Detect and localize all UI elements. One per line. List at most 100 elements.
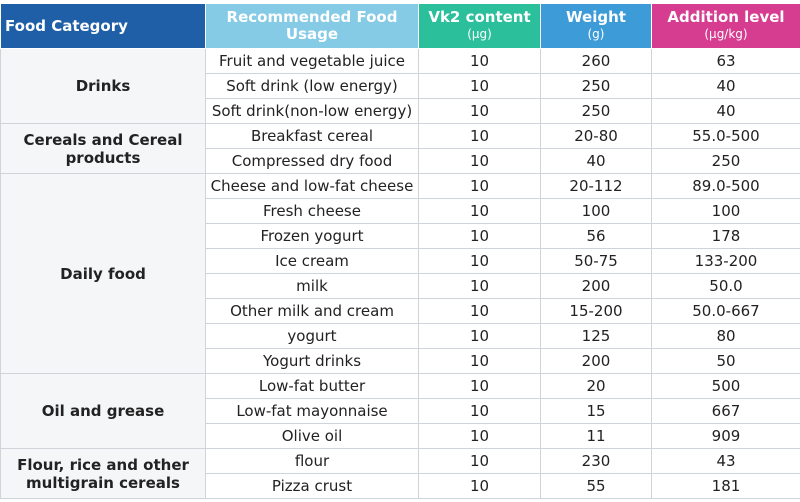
value-cell: 181 (651, 473, 800, 499)
header-row: Food Category Recommended Food Usage Vk2 c… (0, 3, 800, 49)
usage-cell: Yogurt drinks (205, 348, 419, 374)
value-cell: 10 (418, 348, 541, 374)
value-cell: 260 (540, 48, 652, 74)
table-row: Compressed dry food 10 40 250 (1, 148, 800, 174)
table-row: Olive oil 10 11 909 (1, 423, 800, 449)
value-cell: 10 (418, 373, 541, 399)
usage-cell: Other milk and cream (205, 298, 419, 324)
value-cell: 250 (540, 73, 652, 99)
value-cell: 55 (540, 473, 652, 499)
value-cell: 56 (540, 223, 652, 249)
value-cell: 100 (540, 198, 652, 224)
value-cell: 55.0-500 (651, 123, 800, 149)
table-row: Cereals and Cereal products Breakfast cer… (0, 123, 800, 174)
value-cell: 15-200 (540, 298, 652, 324)
usage-cell: Pizza crust (205, 473, 419, 499)
table-row: Fresh cheese 10 100 100 (1, 198, 800, 224)
value-cell: 10 (418, 323, 541, 349)
value-cell: 500 (651, 373, 800, 399)
value-cell: 200 (540, 348, 652, 374)
usage-cell: Soft drink(non-low energy) (205, 98, 419, 124)
value-cell: 40 (651, 98, 800, 124)
page: Food Category Recommended Food Usage Vk2 c… (0, 3, 800, 502)
value-cell: 10 (418, 173, 541, 199)
usage-cell: Compressed dry food (205, 148, 419, 174)
value-cell: 40 (651, 73, 800, 99)
value-cell: 909 (651, 423, 800, 449)
value-cell: 40 (540, 148, 652, 174)
value-cell: 10 (418, 398, 541, 424)
value-cell: 200 (540, 273, 652, 299)
category-cell: Drinks (0, 48, 206, 124)
category-cell: Oil and grease (0, 373, 206, 449)
usage-cell: Soft drink (low energy) (205, 73, 419, 99)
value-cell: 89.0-500 (651, 173, 800, 199)
value-cell: 80 (651, 323, 800, 349)
value-cell: 50.0-667 (651, 298, 800, 324)
table-row: Flour, rice and other multigrain cereals… (0, 448, 800, 499)
header-title: Recommended Food Usage (226, 8, 398, 43)
table-header: Food Category Recommended Food Usage Vk2 c… (0, 3, 800, 49)
value-cell: 50-75 (540, 248, 652, 274)
table-body: Drinks Fruit and vegetable juice 10 260 63 So… (0, 48, 800, 499)
value-cell: 11 (540, 423, 652, 449)
usage-cell: Fruit and vegetable juice (205, 48, 419, 74)
value-cell: 250 (540, 98, 652, 124)
usage-cell: flour (205, 448, 419, 474)
table-row: Low-fat mayonnaise 10 15 667 (1, 398, 800, 424)
category-cell: Daily food (0, 173, 206, 374)
category-cell: Flour, rice and other multigrain cereals (0, 448, 206, 499)
value-cell: 50.0 (651, 273, 800, 299)
value-cell: 10 (418, 223, 541, 249)
category-cell: Cereals and Cereal products (0, 123, 206, 174)
value-cell: 63 (651, 48, 800, 74)
value-cell: 10 (418, 298, 541, 324)
value-cell: 10 (418, 123, 541, 149)
value-cell: 10 (418, 198, 541, 224)
value-cell: 10 (418, 448, 541, 474)
usage-cell: Olive oil (205, 423, 419, 449)
value-cell: 20-80 (540, 123, 652, 149)
value-cell: 125 (540, 323, 652, 349)
table-row: Soft drink (low energy) 10 250 40 (1, 73, 800, 99)
value-cell: 15 (540, 398, 652, 424)
value-cell: 230 (540, 448, 652, 474)
value-cell: 133-200 (651, 248, 800, 274)
table-row: Other milk and cream 10 15-200 50.0-667 (1, 298, 800, 324)
value-cell: 10 (418, 48, 541, 74)
usage-cell: Ice cream (205, 248, 419, 274)
value-cell: 10 (418, 148, 541, 174)
table-row: Drinks Fruit and vegetable juice 10 260 63 (0, 48, 800, 124)
table-row: Soft drink(non-low energy) 10 250 40 (1, 98, 800, 124)
value-cell: 43 (651, 448, 800, 474)
header-unit: (g) (587, 27, 605, 41)
header-cell: Addition level (μg/kg) (651, 3, 800, 49)
usage-cell: milk (205, 273, 419, 299)
usage-cell: yogurt (205, 323, 419, 349)
header-unit: (μg) (467, 27, 492, 41)
value-cell: 667 (651, 398, 800, 424)
value-cell: 10 (418, 423, 541, 449)
header-cell: Vk2 content (μg) (418, 3, 541, 49)
header-cell: Weight (g) (540, 3, 652, 49)
value-cell: 250 (651, 148, 800, 174)
usage-cell: Breakfast cereal (205, 123, 419, 149)
value-cell: 10 (418, 273, 541, 299)
usage-cell: Low-fat butter (205, 373, 419, 399)
usage-cell: Cheese and low-fat cheese (205, 173, 419, 199)
table-row: Ice cream 10 50-75 133-200 (1, 248, 800, 274)
table-row: milk 10 200 50.0 (1, 273, 800, 299)
header-cell: Recommended Food Usage (205, 3, 419, 49)
table-row: Pizza crust 10 55 181 (1, 473, 800, 499)
header-title: Food Category (5, 16, 128, 35)
usage-cell: Frozen yogurt (205, 223, 419, 249)
value-cell: 10 (418, 98, 541, 124)
value-cell: 20-112 (540, 173, 652, 199)
usage-cell: Low-fat mayonnaise (205, 398, 419, 424)
table-row: Daily food Cheese and low-fat cheese 10 20-… (0, 173, 800, 374)
table-row: Frozen yogurt 10 56 178 (1, 223, 800, 249)
value-cell: 10 (418, 73, 541, 99)
header-cell: Food Category (0, 3, 206, 49)
value-cell: 100 (651, 198, 800, 224)
table-row: Oil and grease Low-fat butter 10 20 500 (0, 373, 800, 449)
